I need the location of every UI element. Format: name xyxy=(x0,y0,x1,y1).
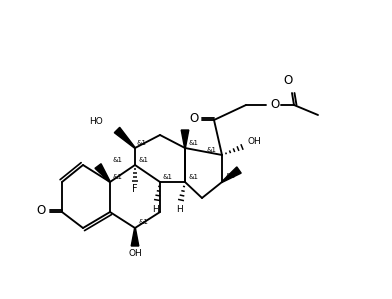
Text: OH: OH xyxy=(247,138,261,147)
Polygon shape xyxy=(181,130,189,148)
Text: O: O xyxy=(189,112,199,126)
Text: &1: &1 xyxy=(137,140,147,146)
Text: H: H xyxy=(177,205,183,213)
Text: O: O xyxy=(283,74,292,88)
Polygon shape xyxy=(114,127,135,148)
Polygon shape xyxy=(222,167,241,182)
Text: O: O xyxy=(270,98,279,112)
Text: OH: OH xyxy=(128,249,142,259)
Text: &1: &1 xyxy=(226,173,236,179)
Polygon shape xyxy=(95,164,110,182)
Text: &1: &1 xyxy=(189,140,199,146)
Text: &1: &1 xyxy=(163,174,173,180)
Text: &1: &1 xyxy=(139,157,149,163)
Text: &1: &1 xyxy=(113,174,123,180)
Text: H: H xyxy=(152,205,160,213)
Text: O: O xyxy=(36,205,45,217)
Text: &1: &1 xyxy=(139,219,149,225)
Text: HO: HO xyxy=(89,118,103,126)
Text: &1: &1 xyxy=(113,157,123,163)
Text: &1: &1 xyxy=(207,147,217,153)
Text: F: F xyxy=(132,184,138,194)
Text: &1: &1 xyxy=(189,174,199,180)
Polygon shape xyxy=(131,228,139,246)
